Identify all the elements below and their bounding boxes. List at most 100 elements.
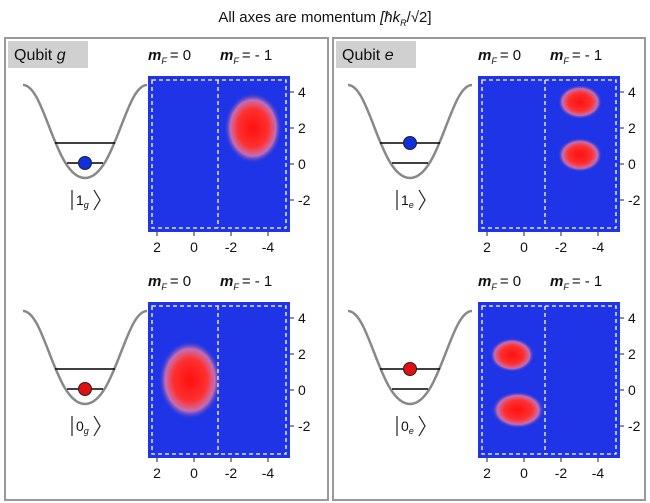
ket-angle: [93, 189, 101, 211]
state-sub: g: [84, 200, 89, 210]
panel-qubit: e: [385, 47, 394, 64]
y-tick-label: -2: [298, 418, 311, 434]
y-tick-label: 4: [628, 310, 636, 326]
panel-label: Qubit e: [342, 47, 394, 64]
y-tick-label: 0: [628, 156, 636, 172]
potential-well: [347, 83, 473, 180]
header-symbol: m: [478, 47, 491, 64]
header-sub: F: [491, 56, 497, 66]
panel-label-text: Qubit: [342, 47, 381, 64]
atom: [78, 382, 92, 396]
column-header: mF = - 1: [550, 47, 602, 66]
header-sub: F: [161, 56, 167, 66]
header-symbol: m: [550, 47, 563, 64]
x-tick-label: 0: [190, 465, 198, 481]
panel-label-box: [8, 41, 88, 68]
panel-frame: [332, 37, 646, 501]
x-tick-label: 2: [153, 465, 161, 481]
ket-label: 1g: [76, 192, 89, 210]
title-unit-tail: /√2]: [407, 9, 432, 26]
title: All axes are momentum [ħkR/√2]: [218, 9, 431, 28]
state-sub: e: [409, 200, 414, 210]
y-tick-label: 0: [628, 382, 636, 398]
x-tick-label: -2: [225, 465, 238, 481]
header-sub: F: [233, 282, 239, 292]
y-tick-label: 2: [298, 120, 306, 136]
state-sub: e: [409, 426, 414, 436]
state-sub: g: [84, 426, 89, 436]
column-header: mF = 0: [148, 273, 191, 292]
image-background: [478, 302, 620, 458]
panel-frame: [4, 37, 329, 501]
y-tick-label: 4: [298, 84, 306, 100]
header-sub: F: [563, 56, 569, 66]
panel-label-box: [336, 41, 416, 68]
y-tick-label: 2: [298, 346, 306, 362]
title-text: All axes are momentum: [218, 9, 376, 26]
header-text: = - 1: [242, 47, 272, 64]
ket-angle: [418, 415, 426, 437]
header-text: = 0: [170, 273, 191, 290]
x-tick-label: 0: [520, 239, 528, 255]
panel-label: Qubit g: [14, 47, 66, 64]
atom: [78, 156, 92, 170]
column-header: mF = 0: [478, 47, 521, 66]
ket-label: 0g: [76, 418, 89, 436]
header-sub: F: [161, 282, 167, 292]
y-tick-label: -2: [298, 192, 311, 208]
header-symbol: m: [550, 273, 563, 290]
state: 1: [401, 192, 409, 208]
atom: [403, 362, 417, 376]
header-text: = - 1: [242, 273, 272, 290]
x-tick-label: -2: [555, 239, 568, 255]
x-tick-label: -2: [555, 465, 568, 481]
header-text: = 0: [500, 47, 521, 64]
x-tick-label: -4: [592, 239, 605, 255]
x-tick-label: 2: [153, 239, 161, 255]
header-sub: F: [563, 282, 569, 292]
atom: [403, 136, 417, 150]
atom-cloud: [489, 338, 535, 372]
y-tick-label: 4: [298, 310, 306, 326]
header-text: = 0: [500, 273, 521, 290]
x-tick-label: 2: [483, 465, 491, 481]
column-header: mF = - 1: [220, 47, 272, 66]
header-text: = 0: [170, 47, 191, 64]
roi-box: [481, 305, 617, 455]
title-unit: [ħk: [379, 9, 402, 26]
y-tick-label: 0: [298, 156, 306, 172]
potential-well: [22, 83, 148, 180]
header-symbol: m: [220, 47, 233, 64]
column-header: mF = 0: [148, 47, 191, 66]
header-symbol: m: [148, 47, 161, 64]
panel-qubit: g: [57, 47, 66, 64]
y-tick-label: 4: [628, 84, 636, 100]
x-tick-label: 2: [483, 239, 491, 255]
roi-box: [151, 79, 287, 229]
x-tick-label: -4: [262, 239, 275, 255]
y-tick-label: 2: [628, 346, 636, 362]
atom-cloud: [557, 138, 603, 172]
header-symbol: m: [148, 273, 161, 290]
panel-label-text: Qubit: [14, 47, 53, 64]
x-tick-label: 0: [520, 465, 528, 481]
roi-box: [151, 305, 287, 455]
header-text: = - 1: [572, 273, 602, 290]
y-tick-label: -2: [628, 192, 641, 208]
y-tick-label: 0: [298, 382, 306, 398]
atom-cloud: [557, 85, 603, 119]
potential-well: [347, 309, 473, 406]
x-tick-label: -4: [592, 465, 605, 481]
y-tick-label: 2: [628, 120, 636, 136]
header-symbol: m: [478, 273, 491, 290]
ket-angle: [418, 189, 426, 211]
ket-angle: [93, 415, 101, 437]
ket-label: 1e: [401, 192, 414, 210]
header-sub: F: [491, 282, 497, 292]
atom-cloud: [158, 341, 222, 419]
atom-cloud: [492, 391, 544, 429]
ket-label: 0e: [401, 418, 414, 436]
header-sub: F: [233, 56, 239, 66]
state: 0: [76, 418, 84, 434]
x-tick-label: -2: [225, 239, 238, 255]
